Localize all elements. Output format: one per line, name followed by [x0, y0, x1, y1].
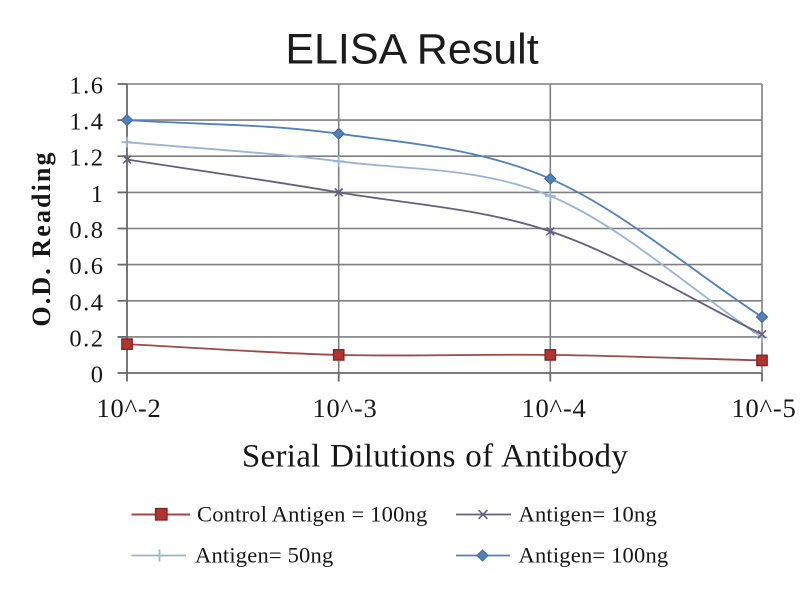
svg-text:0.2: 0.2 [69, 326, 104, 353]
svg-text:1.2: 1.2 [69, 145, 104, 172]
svg-text:0.6: 0.6 [69, 253, 104, 280]
svg-text:10^-5: 10^-5 [731, 393, 796, 423]
svg-text:1.6: 1.6 [69, 73, 104, 100]
svg-text:O.D. Reading: O.D. Reading [27, 150, 56, 326]
svg-text:Antigen= 10ng: Antigen= 10ng [519, 502, 657, 527]
svg-text:10^-3: 10^-3 [312, 393, 377, 423]
svg-text:Control Antigen = 100ng: Control Antigen = 100ng [197, 502, 427, 527]
svg-text:10^-4: 10^-4 [521, 393, 586, 423]
svg-text:1: 1 [91, 181, 105, 208]
svg-text:Antigen= 100ng: Antigen= 100ng [519, 543, 669, 568]
svg-text:Antigen= 50ng: Antigen= 50ng [195, 543, 333, 568]
svg-text:10^-2: 10^-2 [96, 393, 161, 423]
svg-text:0.4: 0.4 [69, 290, 104, 317]
svg-text:0: 0 [91, 362, 105, 389]
svg-text:ELISA Result: ELISA Result [285, 26, 538, 74]
svg-text:0.8: 0.8 [69, 217, 104, 244]
svg-text:1.4: 1.4 [69, 109, 104, 136]
svg-text:Serial Dilutions of Antibody: Serial Dilutions of Antibody [242, 439, 629, 475]
